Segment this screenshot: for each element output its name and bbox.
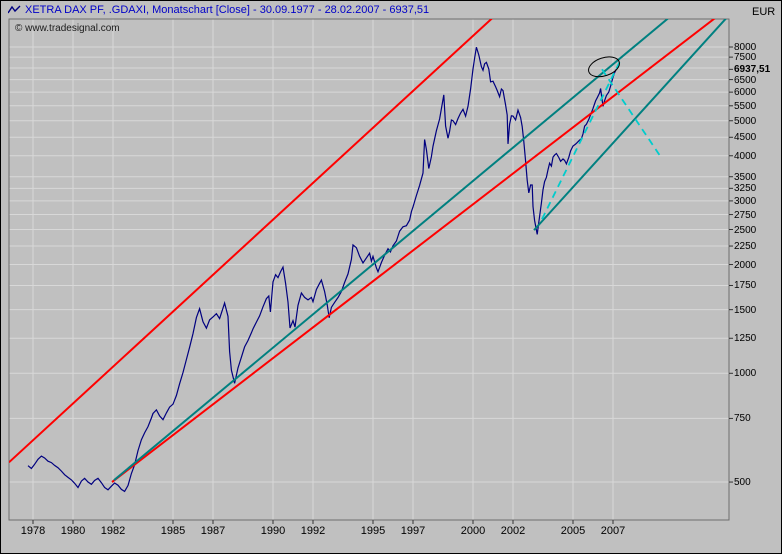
x-axis-label: 2005 (560, 525, 586, 537)
x-axis-label: 2002 (500, 525, 526, 537)
x-axis-label: 1987 (200, 525, 226, 537)
y-axis-label: 1500 (734, 304, 757, 316)
y-axis-label: 7500 (734, 52, 757, 64)
y-axis-label: 1750 (734, 280, 757, 292)
y-axis-label: 5000 (734, 115, 757, 127)
y-axis-label: 3250 (734, 183, 757, 195)
y-axis-label: 2750 (734, 209, 757, 221)
x-axis-label: 1992 (300, 525, 326, 537)
y-axis-label: 500 (734, 477, 751, 489)
x-axis-label: 2007 (600, 525, 626, 537)
trend-line-teal-long[interactable] (113, 1, 689, 481)
x-axis-label: 1990 (260, 525, 286, 537)
x-axis-label: 1995 (360, 525, 386, 537)
y-axis-label: 3500 (734, 171, 757, 183)
y-axis-label: 1000 (734, 368, 757, 380)
y-axis-label: 2500 (734, 224, 757, 236)
copyright-watermark: © www.tradesignal.com (15, 23, 120, 34)
y-axis-label: 2250 (734, 241, 757, 253)
y-axis-label: 5500 (734, 100, 757, 112)
channel-line-lower[interactable] (111, 7, 729, 483)
zigzag-line-icon (7, 5, 21, 15)
x-axis-label: 1982 (100, 525, 126, 537)
plot-area[interactable] (8, 18, 730, 521)
y-axis-label: 750 (734, 413, 751, 425)
currency-label: EUR (752, 6, 776, 18)
x-axis-label: 2000 (460, 525, 486, 537)
x-axis-label: 1978 (20, 525, 46, 537)
chart-title: XETRA DAX PF, .GDAXI, Monatschart [Close… (25, 4, 430, 16)
dashed-rally-line[interactable] (541, 58, 622, 220)
price-line[interactable] (27, 47, 617, 493)
x-axis-label: 1980 (60, 525, 86, 537)
y-axis-label: 4500 (734, 132, 757, 144)
x-axis-label: 1997 (400, 525, 426, 537)
y-axis-label: 2000 (734, 259, 757, 271)
y-axis-label: 3000 (734, 195, 757, 207)
last-price-label: 6937,51 (734, 64, 771, 76)
chart-legend: XETRA DAX PF, .GDAXI, Monatschart [Close… (7, 4, 430, 16)
dashed-projection-down[interactable] (601, 68, 661, 157)
y-axis-label: 4000 (734, 150, 757, 162)
x-axis[interactable]: 1978 1980 1982 1985 1987 1990 1992 1995 1997 2000… (1, 525, 781, 547)
trend-line-teal-2003[interactable] (533, 15, 729, 231)
y-axis-label: 1250 (734, 333, 757, 345)
y-axis[interactable]: 8000 7500 6937,51 6500 6000 5500 5000 4500 4000 3… (734, 1, 781, 553)
y-axis-label: 6000 (734, 87, 757, 99)
y-axis-label: 6500 (734, 74, 757, 86)
x-axis-label: 1985 (160, 525, 186, 537)
ellipse-annotation[interactable] (586, 53, 622, 80)
y-axis-label: 8000 (734, 42, 757, 53)
channel-line-upper[interactable] (9, 1, 511, 464)
